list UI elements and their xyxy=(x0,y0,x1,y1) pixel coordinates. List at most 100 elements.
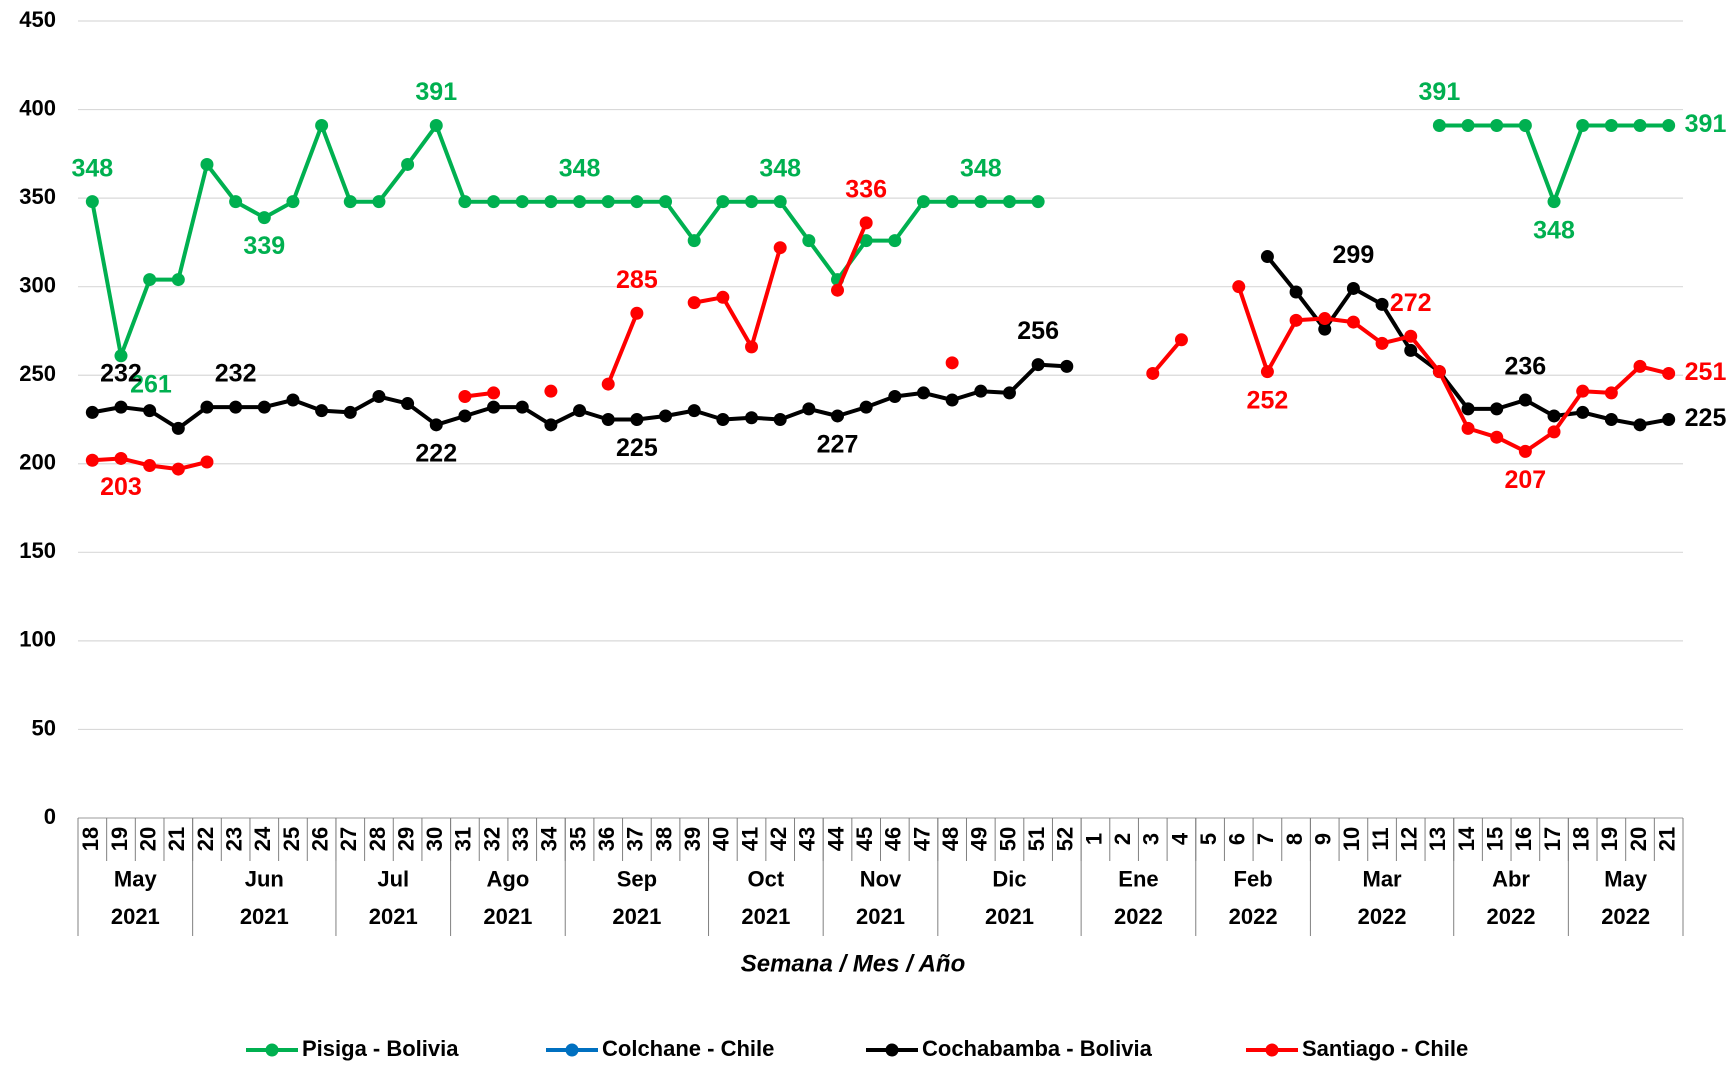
data-label: 261 xyxy=(130,370,172,398)
legend-label: Cochabamba - Bolivia xyxy=(922,1036,1153,1061)
x-tick-label: 32 xyxy=(479,827,504,851)
point xyxy=(171,462,185,476)
point xyxy=(515,195,529,209)
point xyxy=(716,413,730,426)
point xyxy=(573,195,587,209)
x-tick-label: 12 xyxy=(1397,827,1422,851)
point xyxy=(1490,118,1504,132)
point xyxy=(1432,365,1446,379)
year-label: 2021 xyxy=(111,904,160,929)
point xyxy=(1490,430,1504,444)
point xyxy=(859,400,873,414)
x-tick-label: 48 xyxy=(938,827,963,851)
x-tick-label: 29 xyxy=(393,827,418,851)
data-label: 348 xyxy=(71,154,113,182)
year-label: 2021 xyxy=(612,904,661,929)
x-tick-label: 16 xyxy=(1511,827,1536,851)
point xyxy=(487,386,501,400)
point xyxy=(630,195,644,209)
point xyxy=(343,405,357,419)
point xyxy=(1375,336,1389,350)
year-label: 2022 xyxy=(1358,904,1407,929)
point xyxy=(745,195,759,209)
point xyxy=(429,118,443,132)
point xyxy=(601,413,615,426)
data-label: 207 xyxy=(1505,466,1547,494)
x-tick-label: 6 xyxy=(1225,833,1250,845)
data-label: 348 xyxy=(1533,216,1575,244)
point xyxy=(372,389,386,403)
x-tick-label: 23 xyxy=(221,827,246,851)
point xyxy=(916,386,930,400)
x-tick-label: 1 xyxy=(1081,833,1106,845)
x-tick-label: 46 xyxy=(881,827,906,851)
point xyxy=(1432,118,1446,132)
point xyxy=(1318,312,1332,326)
point xyxy=(429,418,443,432)
y-tick-label: 0 xyxy=(44,804,56,829)
point xyxy=(601,195,615,209)
point xyxy=(372,195,386,209)
year-label: 2022 xyxy=(1229,904,1278,929)
point xyxy=(114,400,128,414)
point xyxy=(315,404,329,418)
point xyxy=(1404,329,1418,343)
point xyxy=(143,459,157,473)
point xyxy=(1461,118,1475,132)
data-label: 391 xyxy=(415,78,457,106)
point xyxy=(257,211,271,225)
x-tick-label: 45 xyxy=(852,827,877,851)
month-label: Nov xyxy=(860,866,902,891)
point xyxy=(1547,409,1561,423)
x-tick-label: 22 xyxy=(193,827,218,851)
point xyxy=(974,384,988,398)
x-tick-label: 18 xyxy=(1569,827,1594,851)
point xyxy=(1633,359,1647,373)
x-tick-label: 41 xyxy=(737,827,762,851)
x-tick-label: 30 xyxy=(422,827,447,851)
point xyxy=(773,413,787,426)
y-tick-label: 450 xyxy=(19,7,56,32)
x-tick-label: 2 xyxy=(1110,833,1135,845)
point xyxy=(85,195,99,209)
x-tick-label: 44 xyxy=(823,826,848,851)
point xyxy=(745,411,759,425)
point xyxy=(716,195,730,209)
x-tick-label: 47 xyxy=(909,827,934,851)
legend-label: Santiago - Chile xyxy=(1302,1036,1468,1061)
x-tick-label: 39 xyxy=(680,827,705,851)
x-tick-label: 43 xyxy=(795,827,820,851)
point xyxy=(716,290,730,304)
point xyxy=(659,195,673,209)
x-tick-label: 36 xyxy=(594,827,619,851)
y-tick-label: 100 xyxy=(19,627,56,652)
point xyxy=(573,404,587,418)
point xyxy=(831,409,845,423)
point xyxy=(143,273,157,287)
point xyxy=(945,393,959,407)
point xyxy=(1146,366,1160,380)
x-tick-label: 17 xyxy=(1540,827,1565,851)
x-tick-label: 4 xyxy=(1167,832,1192,845)
x-tick-label: 13 xyxy=(1425,827,1450,851)
point xyxy=(1346,315,1360,329)
data-label: 251 xyxy=(1685,358,1727,386)
legend-marker xyxy=(885,1043,899,1057)
month-label: Dic xyxy=(992,866,1026,891)
point xyxy=(1060,359,1074,373)
point xyxy=(1289,313,1303,327)
point xyxy=(1604,386,1618,400)
year-label: 2021 xyxy=(483,904,532,929)
x-tick-label: 37 xyxy=(623,827,648,851)
point xyxy=(458,389,472,403)
month-label: Sep xyxy=(617,866,657,891)
x-tick-label: 42 xyxy=(766,827,791,851)
data-label: 252 xyxy=(1247,386,1289,414)
point xyxy=(1547,425,1561,439)
data-label: 225 xyxy=(616,434,658,462)
point xyxy=(745,340,759,354)
y-tick-label: 400 xyxy=(19,95,56,120)
point xyxy=(1576,405,1590,419)
point xyxy=(888,389,902,403)
